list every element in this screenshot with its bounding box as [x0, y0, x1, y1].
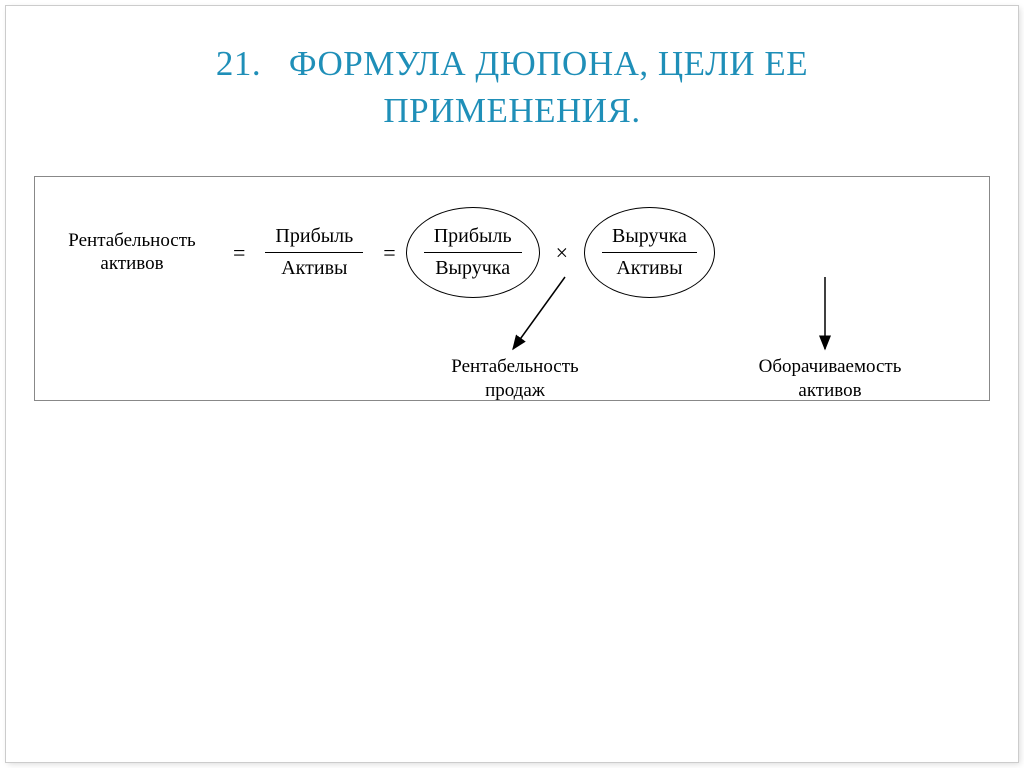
caption-2-line1: Оборачиваемость — [725, 355, 935, 379]
caption-1-line2: продаж — [415, 379, 615, 403]
title-line-1: 21. ФОРМУЛА ДЮПОНА, ЦЕЛИ ЕЕ — [66, 40, 958, 87]
title-line-2: ПРИМЕНЕНИЯ. — [66, 87, 958, 134]
caption-1: Рентабельность продаж — [415, 355, 615, 403]
caption-2: Оборачиваемость активов — [725, 355, 935, 403]
title-upper: ФОРМУЛА ДЮПОНА, ЦЕЛИ ЕЕ — [289, 44, 808, 83]
slide-number: 21. — [216, 44, 261, 83]
caption-2-line2: активов — [725, 379, 935, 403]
caption-1-line1: Рентабельность — [415, 355, 615, 379]
slide-frame: 21. ФОРМУЛА ДЮПОНА, ЦЕЛИ ЕЕ ПРИМЕНЕНИЯ. … — [6, 6, 1018, 762]
arrow-line-1 — [513, 277, 565, 349]
slide-title: 21. ФОРМУЛА ДЮПОНА, ЦЕЛИ ЕЕ ПРИМЕНЕНИЯ. — [6, 6, 1018, 143]
dupont-diagram: Рентабельность активов = Прибыль Активы … — [34, 176, 990, 401]
